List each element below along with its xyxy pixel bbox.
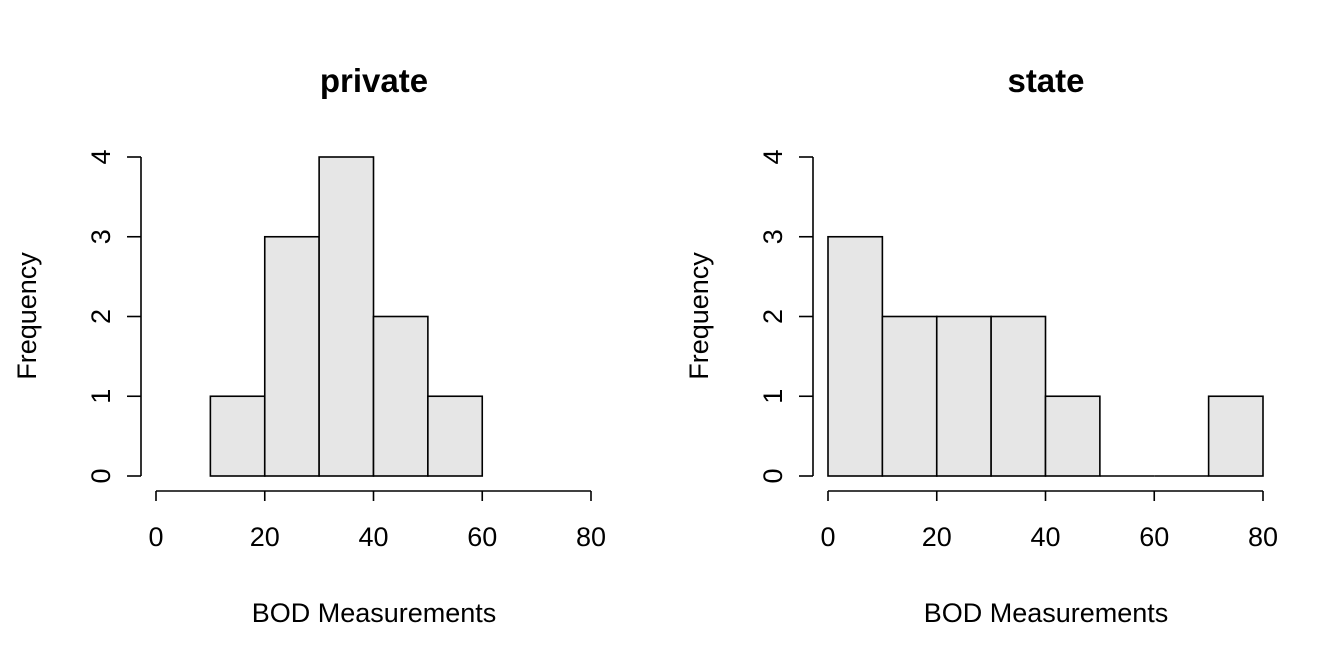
- y-axis-label: Frequency: [12, 252, 42, 380]
- y-tick-label: 2: [758, 309, 788, 324]
- histogram-bar: [827, 235, 884, 477]
- histogram-bar: [209, 395, 266, 477]
- x-tick-label: 60: [467, 522, 497, 552]
- y-tick-label: 2: [86, 309, 116, 324]
- chart-title: state: [1007, 62, 1084, 99]
- x-tick-label: 80: [1248, 522, 1278, 552]
- y-tick-label: 1: [758, 389, 788, 404]
- y-tick-label: 4: [758, 149, 788, 164]
- histogram-bar: [372, 315, 429, 477]
- bars: [827, 235, 1264, 477]
- y-tick-label: 3: [758, 229, 788, 244]
- x-axis-label: BOD Measurements: [924, 598, 1169, 628]
- x-tick-label: 20: [250, 522, 280, 552]
- histogram-bar: [318, 156, 375, 477]
- y-tick-label: 4: [86, 149, 116, 164]
- histogram-bar: [935, 315, 992, 477]
- histogram-bar: [990, 315, 1047, 477]
- histogram-bar: [1207, 395, 1264, 477]
- y-tick-label: 0: [758, 468, 788, 483]
- panel-private: private BOD Measurements Frequency 0 20 40…: [12, 62, 606, 628]
- panel-state: state BOD Measurements Frequency 0 20 40 60…: [684, 62, 1278, 628]
- x-tick-label: 20: [922, 522, 952, 552]
- axes: 0 20 40 60 80 0 1 2 3 4: [86, 149, 606, 552]
- y-axis-label: Frequency: [684, 252, 714, 380]
- histogram-bar: [263, 235, 320, 477]
- x-axis-label: BOD Measurements: [252, 598, 497, 628]
- histogram-bar: [427, 395, 484, 477]
- chart-title: private: [320, 62, 428, 99]
- x-tick-label: 0: [148, 522, 163, 552]
- axes: 0 20 40 60 80 0 1 2 3 4: [758, 149, 1278, 552]
- x-tick-label: 40: [358, 522, 388, 552]
- y-tick-label: 3: [86, 229, 116, 244]
- bars: [209, 156, 484, 477]
- x-tick-label: 80: [576, 522, 606, 552]
- x-tick-label: 60: [1139, 522, 1169, 552]
- x-tick-label: 0: [820, 522, 835, 552]
- histogram-bar: [881, 315, 938, 477]
- x-tick-label: 40: [1030, 522, 1060, 552]
- y-tick-label: 0: [86, 468, 116, 483]
- y-tick-label: 1: [86, 389, 116, 404]
- histogram-bar: [1044, 395, 1101, 477]
